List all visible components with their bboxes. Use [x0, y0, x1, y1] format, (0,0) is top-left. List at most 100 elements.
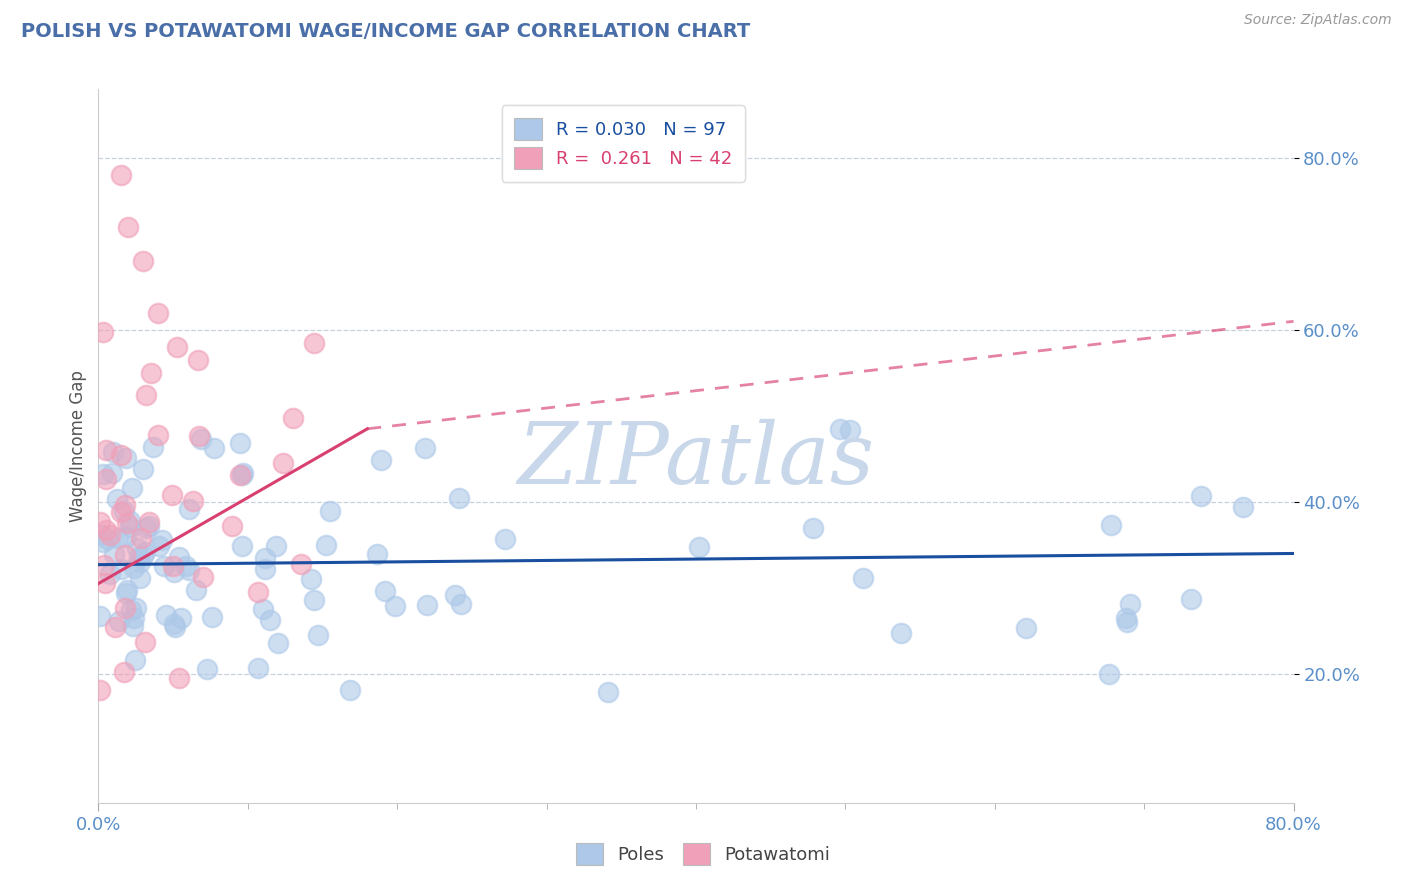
Point	[415, 599, 437, 613]
Point	[281, 410, 304, 425]
Point	[596, 685, 619, 699]
Point	[148, 306, 170, 320]
Point	[271, 457, 294, 471]
Point	[115, 530, 138, 544]
Point	[89, 608, 111, 623]
Point	[120, 514, 142, 528]
Point	[828, 422, 851, 436]
Point	[447, 491, 470, 505]
Point	[131, 462, 153, 476]
Point	[174, 559, 197, 574]
Point	[122, 619, 145, 633]
Point	[231, 467, 253, 482]
Point	[89, 515, 111, 529]
Point	[114, 600, 136, 615]
Point	[187, 429, 209, 443]
Point	[107, 614, 129, 628]
Point	[1115, 615, 1137, 629]
Point	[170, 610, 193, 624]
Point	[201, 610, 224, 624]
Point	[229, 468, 252, 483]
Point	[110, 168, 132, 182]
Point	[101, 445, 124, 459]
Point	[107, 531, 129, 545]
Point	[177, 501, 200, 516]
Point	[165, 620, 187, 634]
Point	[444, 588, 467, 602]
Point	[162, 559, 184, 574]
Point	[112, 665, 135, 679]
Point	[191, 570, 214, 584]
Point	[494, 533, 516, 547]
Point	[114, 504, 136, 518]
Point	[155, 608, 177, 623]
Point	[450, 597, 472, 611]
Point	[138, 519, 160, 533]
Point	[134, 635, 156, 649]
Legend: R = 0.030   N = 97, R =  0.261   N = 42: R = 0.030 N = 97, R = 0.261 N = 42	[502, 105, 745, 182]
Point	[142, 440, 165, 454]
Point	[229, 435, 252, 450]
Point	[117, 219, 139, 234]
Point	[93, 558, 115, 572]
Point	[413, 441, 436, 455]
Point	[98, 567, 121, 582]
Point	[131, 531, 153, 545]
Point	[1232, 500, 1254, 515]
Point	[366, 548, 388, 562]
Point	[128, 550, 150, 565]
Point	[131, 549, 153, 563]
Point	[89, 682, 111, 697]
Point	[148, 539, 170, 553]
Point	[110, 448, 132, 462]
Point	[134, 545, 156, 559]
Point	[91, 528, 114, 542]
Point	[124, 652, 146, 666]
Point	[110, 505, 132, 519]
Point	[232, 466, 254, 480]
Point	[302, 336, 325, 351]
Y-axis label: Wage/Income Gap: Wage/Income Gap	[69, 370, 87, 522]
Point	[231, 539, 253, 553]
Point	[254, 551, 277, 566]
Point	[290, 557, 312, 571]
Point	[91, 535, 114, 549]
Legend: Poles, Potawatomi: Poles, Potawatomi	[567, 834, 839, 874]
Point	[124, 611, 146, 625]
Point	[167, 671, 190, 685]
Point	[135, 388, 157, 402]
Point	[801, 521, 824, 535]
Point	[254, 562, 277, 576]
Point	[163, 565, 186, 579]
Point	[177, 563, 200, 577]
Point	[139, 366, 162, 380]
Point	[221, 519, 243, 533]
Point	[247, 661, 270, 675]
Point	[374, 584, 396, 599]
Point	[302, 593, 325, 607]
Point	[160, 488, 183, 502]
Point	[96, 532, 118, 546]
Point	[181, 494, 204, 508]
Point	[91, 467, 114, 481]
Point	[1097, 666, 1119, 681]
Text: Source: ZipAtlas.com: Source: ZipAtlas.com	[1244, 13, 1392, 28]
Point	[252, 601, 274, 615]
Point	[839, 423, 862, 437]
Point	[129, 571, 152, 585]
Point	[94, 472, 117, 486]
Point	[852, 571, 875, 585]
Point	[190, 432, 212, 446]
Point	[114, 498, 136, 512]
Point	[187, 352, 209, 367]
Point	[202, 441, 225, 455]
Point	[138, 515, 160, 529]
Point	[315, 538, 337, 552]
Point	[319, 504, 342, 518]
Point	[167, 549, 190, 564]
Point	[114, 586, 136, 600]
Point	[266, 636, 288, 650]
Point	[125, 600, 148, 615]
Point	[247, 585, 270, 599]
Point	[115, 516, 138, 531]
